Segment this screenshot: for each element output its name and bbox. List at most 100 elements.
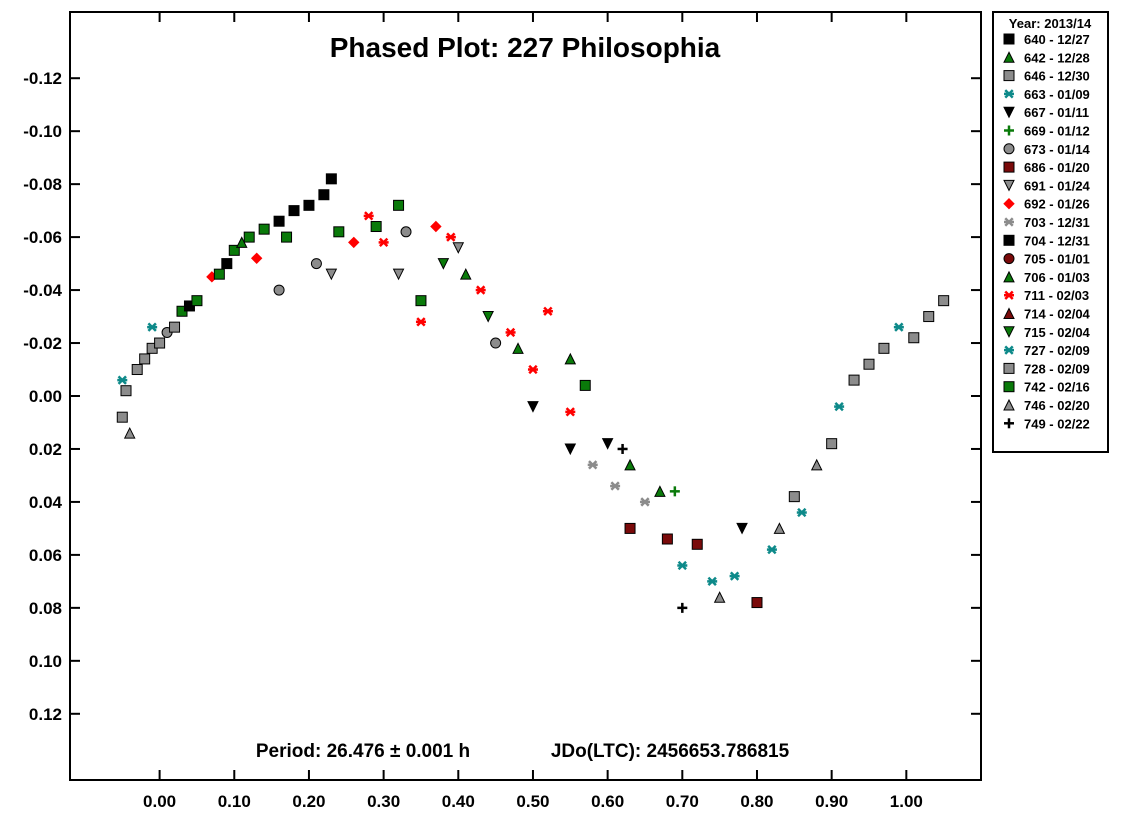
legend-entry-label: 673 - 01/14 bbox=[1024, 142, 1091, 157]
data-point bbox=[810, 458, 823, 471]
data-point bbox=[661, 533, 673, 545]
data-point bbox=[437, 258, 450, 270]
data-point bbox=[475, 285, 486, 295]
legend-entry-label: 663 - 01/09 bbox=[1024, 87, 1090, 102]
legend-marker bbox=[1003, 33, 1015, 45]
x-tick-label: 0.10 bbox=[218, 792, 251, 811]
data-point bbox=[325, 268, 338, 281]
legend-marker bbox=[1003, 326, 1015, 338]
data-point bbox=[848, 374, 860, 386]
data-point bbox=[191, 295, 203, 307]
x-tick-label: 0.50 bbox=[516, 792, 549, 811]
data-point bbox=[542, 306, 553, 316]
legend-entry-label: 669 - 01/12 bbox=[1024, 124, 1090, 139]
data-point bbox=[893, 322, 904, 332]
data-point bbox=[729, 571, 740, 581]
data-point bbox=[318, 189, 330, 201]
data-point bbox=[169, 321, 181, 333]
data-point bbox=[120, 385, 132, 397]
data-point bbox=[878, 342, 890, 354]
data-point bbox=[392, 268, 405, 281]
legend-marker bbox=[1003, 362, 1015, 374]
legend-marker bbox=[1003, 179, 1015, 192]
data-point bbox=[459, 268, 472, 280]
legend-title: Year: 2013/14 bbox=[1009, 16, 1092, 31]
data-point bbox=[923, 311, 935, 323]
data-point bbox=[490, 337, 502, 349]
data-point bbox=[348, 236, 360, 249]
epoch-label: JDo(LTC): 2456653.786815 bbox=[551, 741, 790, 762]
data-point bbox=[565, 407, 576, 417]
chart-title: Phased Plot: 227 Philosophia bbox=[330, 32, 721, 63]
legend-entry-label: 749 - 02/22 bbox=[1024, 416, 1090, 431]
x-tick-label: 1.00 bbox=[890, 792, 923, 811]
x-tick-label: 0.80 bbox=[740, 792, 773, 811]
period-label: Period: 26.476 ± 0.001 h bbox=[256, 741, 470, 762]
data-point bbox=[139, 353, 151, 365]
legend-entry-label: 686 - 01/20 bbox=[1024, 160, 1090, 175]
data-point bbox=[117, 375, 128, 385]
legend-entry-label: 727 - 02/09 bbox=[1024, 343, 1090, 358]
data-point bbox=[527, 364, 538, 375]
y-tick-label: 0.12 bbox=[29, 705, 62, 724]
legend-marker bbox=[1004, 125, 1014, 136]
legend-marker bbox=[1003, 398, 1015, 411]
y-tick-label: 0.04 bbox=[29, 493, 63, 512]
legend-marker bbox=[1003, 51, 1015, 63]
data-point bbox=[624, 522, 636, 534]
data-point bbox=[505, 327, 516, 338]
x-tick-label: 0.60 bbox=[591, 792, 624, 811]
legend-marker bbox=[1003, 253, 1015, 265]
data-point bbox=[751, 597, 763, 609]
legend-marker bbox=[1003, 234, 1015, 246]
legend-entry-label: 705 - 01/01 bbox=[1024, 252, 1090, 267]
x-tick-label: 0.30 bbox=[367, 792, 400, 811]
data-point bbox=[639, 497, 650, 507]
legend-marker bbox=[1003, 197, 1015, 210]
data-point bbox=[288, 205, 300, 217]
y-tick-label: -0.12 bbox=[23, 69, 62, 88]
data-point bbox=[610, 481, 621, 491]
data-point bbox=[250, 252, 263, 264]
legend-marker bbox=[1003, 161, 1015, 173]
data-point bbox=[310, 258, 322, 270]
data-point bbox=[154, 337, 166, 349]
data-point bbox=[654, 485, 666, 497]
data-point bbox=[691, 538, 703, 550]
data-point bbox=[788, 491, 800, 503]
x-tick-label: 0.70 bbox=[666, 792, 699, 811]
legend-entry-label: 706 - 01/03 bbox=[1024, 270, 1090, 285]
legend-entry-label: 646 - 12/30 bbox=[1024, 69, 1090, 84]
data-point bbox=[834, 401, 845, 412]
x-tick-label: 0.40 bbox=[442, 792, 475, 811]
data-point bbox=[863, 358, 875, 370]
legend-marker bbox=[1003, 143, 1015, 155]
legend-entry-label: 714 - 02/04 bbox=[1024, 307, 1091, 322]
legend-marker bbox=[1004, 418, 1014, 429]
legend-entry-label: 742 - 02/16 bbox=[1024, 380, 1090, 395]
legend-entry-label: 703 - 12/31 bbox=[1024, 215, 1090, 230]
data-point bbox=[587, 460, 598, 470]
y-tick-label: 0.08 bbox=[29, 599, 62, 618]
y-tick-label: 0.10 bbox=[29, 652, 62, 671]
data-point bbox=[564, 352, 577, 365]
data-point bbox=[766, 544, 777, 555]
legend-marker bbox=[1004, 217, 1014, 227]
data-point bbox=[363, 211, 374, 221]
data-point bbox=[415, 317, 426, 327]
data-point bbox=[826, 438, 838, 450]
data-point bbox=[303, 199, 315, 211]
legend-marker bbox=[1003, 70, 1015, 82]
data-point bbox=[131, 364, 143, 376]
data-point bbox=[617, 443, 628, 454]
legend-entry-label: 704 - 12/31 bbox=[1024, 233, 1090, 248]
data-point bbox=[677, 560, 688, 571]
data-point bbox=[527, 401, 539, 413]
legend-entry-label: 667 - 01/11 bbox=[1024, 105, 1089, 120]
y-tick-label: -0.04 bbox=[23, 281, 62, 300]
data-point bbox=[325, 173, 337, 185]
legend-marker bbox=[1003, 106, 1015, 119]
data-point bbox=[796, 507, 807, 518]
data-point bbox=[393, 199, 405, 211]
